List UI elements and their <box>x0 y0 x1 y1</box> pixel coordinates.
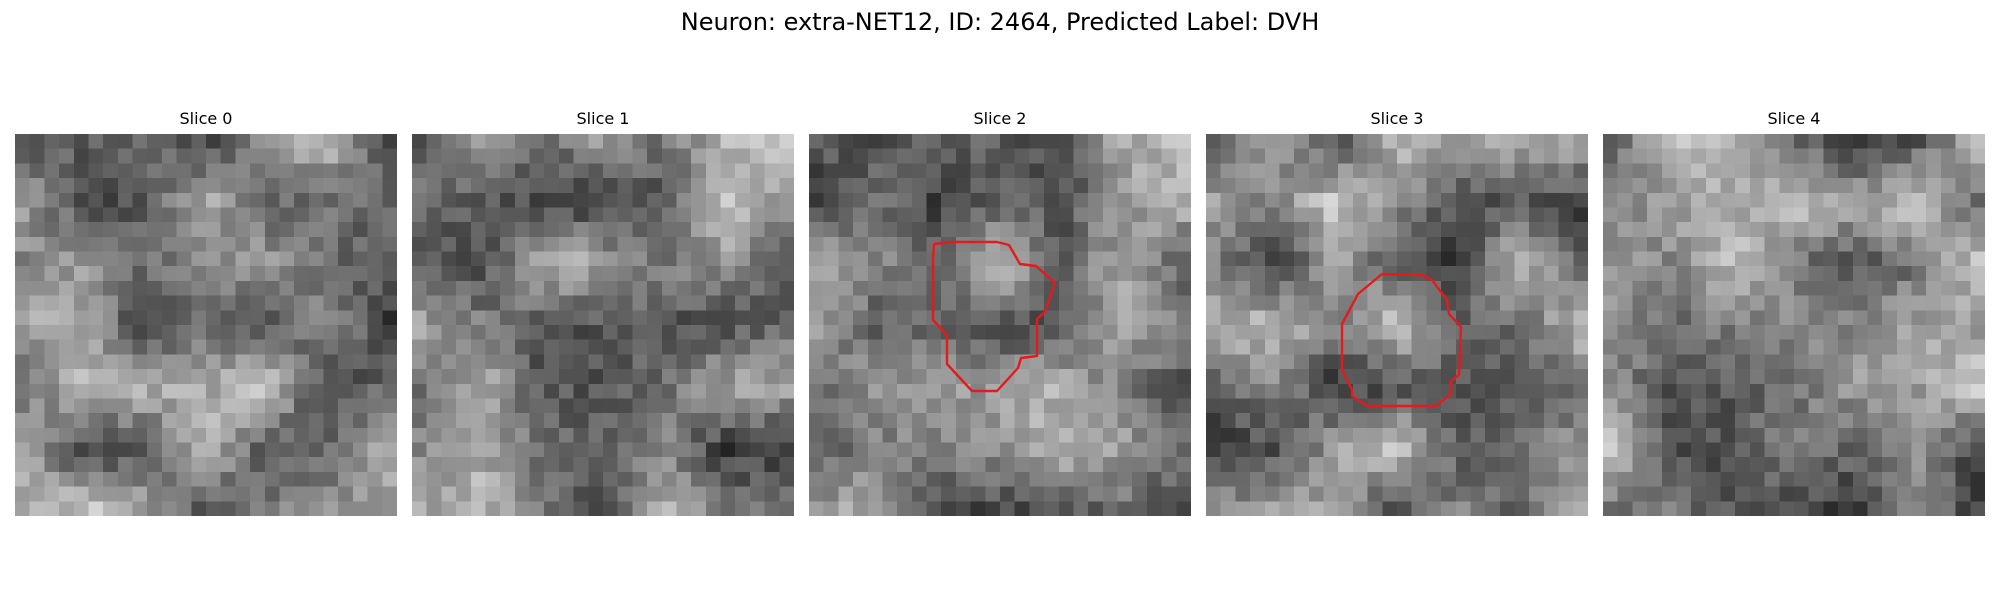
slice-3-title: Slice 3 <box>1370 109 1424 128</box>
slice-2-image <box>809 134 1191 516</box>
slice-panel-4: Slice 4 <box>1603 108 1985 516</box>
slice-panel-3: Slice 3 <box>1206 108 1588 516</box>
slice-panel-1: Slice 1 <box>412 108 794 516</box>
figure-title: Neuron: extra-NET12, ID: 2464, Predicted… <box>680 8 1320 36</box>
slice-0-image <box>15 134 397 516</box>
slice-4-title: Slice 4 <box>1767 109 1821 128</box>
slice-1-title: Slice 1 <box>576 109 630 128</box>
slice-1-image <box>412 134 794 516</box>
slice-3-image <box>1206 134 1588 516</box>
slice-4-image <box>1603 134 1985 516</box>
slice-panel-0: Slice 0 <box>15 108 397 516</box>
slice-panel-2: Slice 2 <box>809 108 1191 516</box>
slice-0-title: Slice 0 <box>179 109 233 128</box>
slice-2-title: Slice 2 <box>973 109 1027 128</box>
